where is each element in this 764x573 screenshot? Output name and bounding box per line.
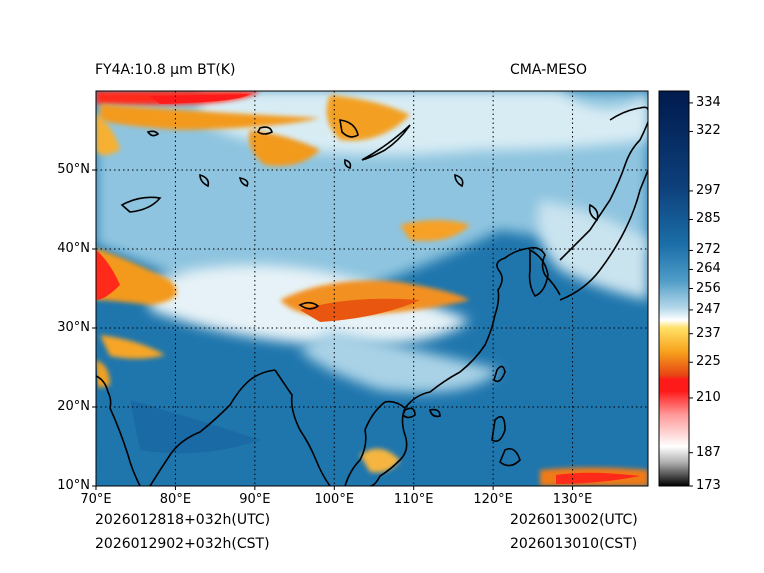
colorbar-label: 285 [696, 211, 721, 227]
lat-label: 10°N [57, 478, 90, 493]
map-frame [95, 90, 649, 487]
axis-ticks [92, 169, 574, 490]
coastlines [96, 106, 648, 486]
colorbar-ticks [689, 102, 693, 487]
lon-label: 110°E [393, 492, 434, 507]
colorbar-label: 264 [696, 261, 721, 277]
title-left: FY4A:10.8 µm BT(K) [95, 62, 236, 78]
colorbar-label: 210 [696, 389, 721, 405]
graticule [96, 91, 648, 486]
init-time-cst: 2026012902+032h(CST) [95, 536, 270, 552]
lon-label: 70°E [80, 492, 112, 507]
lon-label: 100°E [314, 492, 355, 507]
lat-label: 50°N [57, 162, 90, 177]
colorbar [658, 90, 690, 487]
colorbar-label: 272 [696, 242, 721, 258]
lon-label: 120°E [473, 492, 513, 507]
colorbar-label: 297 [696, 182, 721, 198]
colorbar-label: 237 [696, 325, 721, 341]
lon-label: 90°E [239, 492, 271, 507]
init-time-utc: 2026012818+032h(UTC) [95, 512, 271, 528]
colorbar-label: 173 [696, 478, 721, 493]
colorbar-label: 187 [696, 444, 721, 460]
lat-label: 30°N [57, 320, 90, 335]
colorbar-label: 225 [696, 354, 721, 370]
lon-label: 130°E [552, 492, 593, 507]
title-right: CMA-MESO [510, 62, 588, 78]
colorbar-label: 256 [696, 280, 721, 296]
valid-time-cst: 2026013010(CST) [510, 536, 638, 552]
lat-label: 40°N [57, 241, 90, 256]
colorbar-label: 247 [696, 301, 721, 317]
colorbar-label: 334 [696, 94, 721, 110]
lon-label: 80°E [159, 492, 192, 507]
valid-time-utc: 2026013002(UTC) [510, 512, 638, 528]
lat-label: 20°N [57, 399, 90, 414]
brightness-temperature-field [96, 91, 648, 486]
colorbar-label: 322 [696, 123, 721, 139]
